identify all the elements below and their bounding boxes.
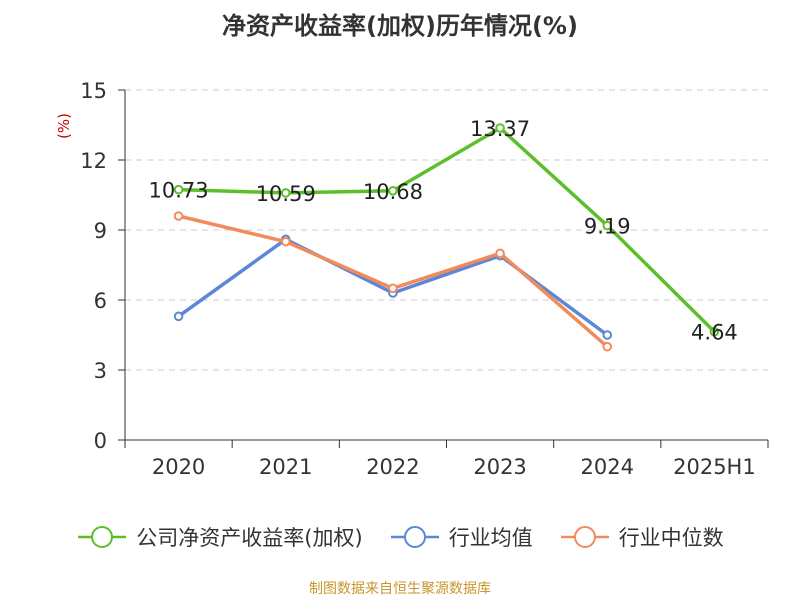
x-tick-label: 2025H1: [673, 455, 756, 479]
y-tick-label: 15: [80, 79, 107, 103]
y-tick-label: 12: [80, 149, 107, 173]
y-tick-label: 6: [94, 289, 107, 313]
data-point: [602, 330, 613, 340]
chart-legend: 公司净资产收益率(加权) 行业均值 行业中位数: [0, 522, 800, 552]
legend-swatch-marker: [403, 526, 426, 548]
data-point: [495, 123, 505, 133]
x-tick-label: 2024: [581, 455, 634, 479]
data-label: 4.64: [691, 321, 738, 345]
data-point: [709, 326, 720, 337]
chart-title: 净资产收益率(加权)历年情况(%): [222, 12, 578, 40]
data-point: [388, 186, 398, 196]
x-tick-label: 2023: [473, 455, 526, 479]
data-point: [388, 283, 398, 294]
legend-label: 行业均值: [448, 526, 533, 550]
y-tick-label: 3: [94, 359, 107, 383]
data-point: [495, 248, 505, 259]
grid-lines: [125, 89, 768, 371]
data-point: [173, 184, 184, 195]
y-tick-label: 9: [94, 219, 107, 243]
legend-swatch-marker: [573, 526, 596, 548]
series-line: [178, 126, 716, 333]
data-labels: 10.73 10.59 10.68 13.37 9.19 4.64: [149, 117, 738, 345]
legend-swatch: [560, 526, 609, 548]
data-label: 10.68: [363, 180, 423, 204]
x-tick-label: 2021: [259, 455, 312, 479]
data-point: [602, 341, 613, 352]
data-point: [280, 236, 291, 247]
data-label: 9.19: [584, 215, 631, 239]
y-tick-label: 0: [94, 429, 107, 453]
legend-label: 行业中位数: [618, 526, 724, 550]
legend-swatch: [390, 526, 439, 548]
legend-label: 公司净资产收益率(加权): [136, 526, 363, 550]
legend-item[interactable]: 公司净资产收益率(加权): [76, 522, 363, 552]
data-point: [280, 188, 291, 198]
data-label: 10.73: [149, 179, 209, 203]
legend-swatch-marker: [91, 526, 114, 548]
legend-swatch: [78, 526, 127, 548]
series-lines: [173, 123, 720, 352]
data-label: 13.37: [470, 117, 530, 141]
legend-item[interactable]: 行业中位数: [559, 522, 724, 552]
data-point: [173, 311, 184, 322]
y-axis-unit-label: (%): [55, 113, 73, 139]
data-label: 10.59: [256, 182, 316, 206]
x-tick-label: 2020: [152, 455, 205, 479]
series-line: [178, 214, 609, 348]
x-tick-label: 2022: [366, 455, 419, 479]
data-point: [602, 220, 613, 231]
source-footer: 制图数据来自恒生聚源数据库: [309, 581, 491, 597]
legend-item[interactable]: 行业均值: [389, 522, 533, 552]
axes: 0 3 6 9 12 15 2020 2021 2022 2023 2024 2025H1 (%): [55, 79, 769, 479]
data-point: [173, 211, 184, 221]
